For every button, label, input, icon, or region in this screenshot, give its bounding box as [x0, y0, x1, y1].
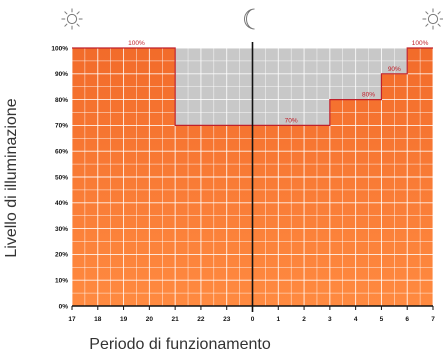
- x-tick-label: 0: [251, 316, 255, 323]
- sun-icon: [422, 8, 443, 30]
- y-tick-label: 90%: [55, 71, 68, 78]
- data-label: 100%: [128, 40, 145, 47]
- x-axis-title: Periodo di funzionamento: [89, 336, 271, 353]
- x-tick-label: 21: [172, 316, 180, 323]
- y-tick-label: 40%: [55, 200, 68, 207]
- data-label: 70%: [285, 117, 298, 124]
- lighting-step-line: [72, 47, 433, 126]
- y-tick-label: 50%: [55, 174, 68, 181]
- x-tick-label: 22: [197, 316, 205, 323]
- x-tick-label: 6: [405, 316, 409, 323]
- period-icons: [61, 8, 443, 30]
- x-axis-ticks: 17 18 19 20 21 22 23 0 1 2 3 4 5 6 7: [68, 306, 435, 323]
- x-tick-label: 17: [68, 316, 76, 323]
- y-tick-label: 0%: [59, 303, 69, 310]
- x-tick-label: 2: [302, 316, 306, 323]
- x-tick-label: 20: [146, 316, 154, 323]
- x-tick-label: 7: [431, 316, 435, 323]
- x-tick-label: 19: [120, 316, 128, 323]
- data-labels: 100% 70% 80% 90% 100%: [128, 40, 428, 124]
- x-tick-label: 23: [223, 316, 231, 323]
- x-tick-label: 3: [328, 316, 332, 323]
- y-tick-label: 100%: [51, 45, 68, 52]
- x-tick-label: 4: [354, 316, 358, 323]
- data-label: 100%: [412, 40, 429, 47]
- x-tick-label: 5: [380, 316, 384, 323]
- y-tick-label: 30%: [55, 226, 68, 233]
- y-tick-label: 60%: [55, 149, 68, 156]
- x-tick-label: 18: [94, 316, 102, 323]
- moon-icon: [244, 8, 255, 30]
- y-axis-ticks: 0% 10% 20% 30% 40% 50% 60% 70% 80% 90% 100%: [51, 45, 68, 310]
- y-tick-label: 10%: [55, 278, 68, 285]
- data-label: 80%: [362, 92, 375, 99]
- y-tick-label: 20%: [55, 252, 68, 259]
- y-tick-label: 70%: [55, 123, 68, 130]
- data-label: 90%: [388, 66, 401, 73]
- y-tick-label: 80%: [55, 97, 68, 104]
- y-axis-title: Livello di illuminazione: [3, 98, 20, 257]
- sun-icon: [61, 8, 83, 30]
- x-tick-label: 1: [276, 316, 280, 323]
